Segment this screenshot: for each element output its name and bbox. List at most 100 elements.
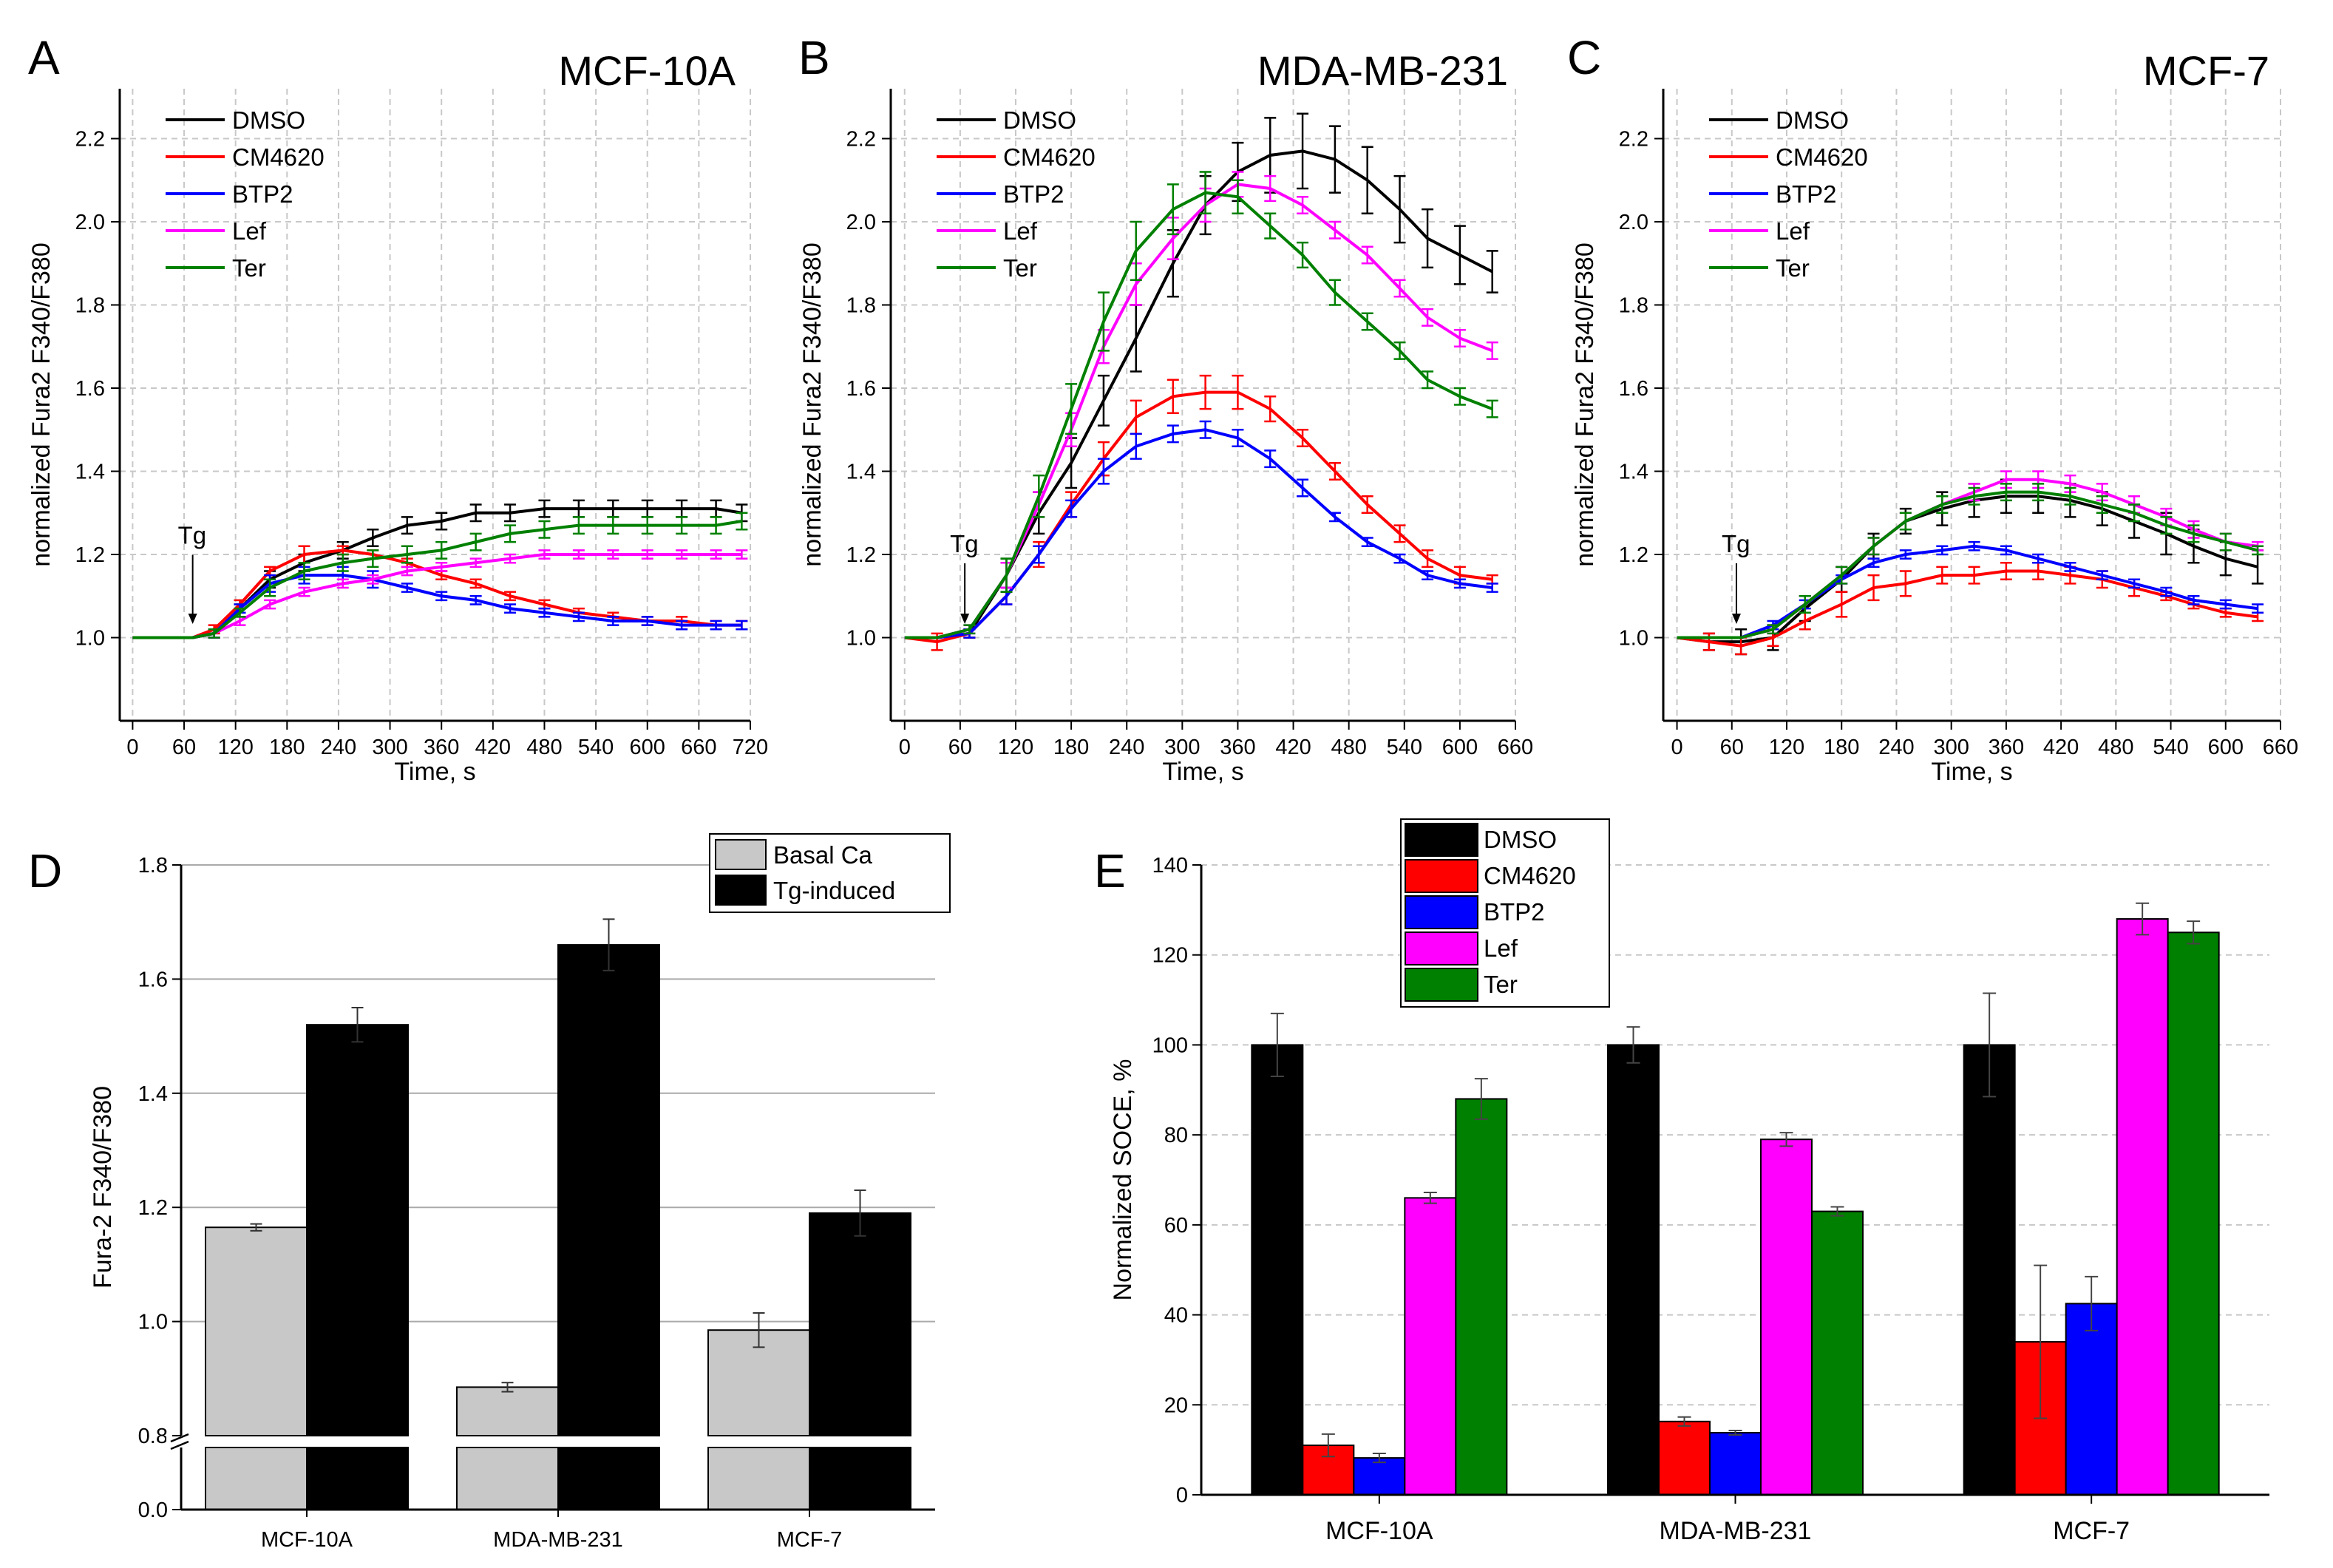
x-tick-label: 60	[1720, 736, 1744, 759]
bar	[1404, 1197, 1457, 1496]
legend-label: Ter	[1484, 971, 1518, 998]
series-Ter	[132, 512, 748, 639]
panel-title: MCF-7	[2143, 47, 2269, 94]
y-tick-label: 100	[1152, 1034, 1188, 1057]
bar-lower	[557, 1447, 660, 1510]
legend-label: DMSO	[1776, 106, 1849, 134]
y-tick-label: 80	[1164, 1124, 1188, 1147]
y-tick-label: 1.4	[846, 461, 876, 484]
legend-swatch	[1405, 968, 1478, 1002]
bar	[1353, 1457, 1406, 1496]
x-tick-label: 660	[2263, 736, 2298, 759]
x-tick-label: MDA-MB-231	[493, 1528, 623, 1552]
legend-swatch	[1405, 859, 1478, 893]
x-tick-label: 420	[475, 736, 511, 759]
x-tick-label: 480	[2098, 736, 2133, 759]
x-tick-label: 120	[998, 736, 1033, 759]
legend-swatch	[715, 875, 767, 906]
y-tick-label: 1.0	[846, 627, 876, 651]
panel-letter: B	[798, 31, 830, 84]
y-axis-label: normalized Fura2 F340/F380	[1571, 242, 1599, 566]
legend-label: Lef	[232, 217, 267, 245]
y-tick-label: 1.6	[846, 377, 876, 401]
bar	[557, 944, 660, 1436]
legend-label: DMSO	[1484, 826, 1557, 853]
y-tick-label: 1.8	[1619, 294, 1648, 318]
x-tick-label: 420	[2043, 736, 2079, 759]
x-tick-label: 300	[1933, 736, 1969, 759]
x-tick-label: 0	[1671, 736, 1682, 759]
bar	[1455, 1098, 1508, 1496]
bar-lower	[205, 1447, 308, 1510]
y-tick-label: 0.8	[138, 1425, 168, 1448]
x-tick-label: 660	[681, 736, 716, 759]
legend-swatch	[1405, 895, 1478, 929]
bar	[1251, 1044, 1304, 1496]
y-tick-label: 1.2	[1619, 543, 1648, 567]
annotation-label: Tg	[178, 522, 207, 549]
legend-label: BTP2	[1003, 180, 1064, 208]
y-tick-label: 120	[1152, 944, 1188, 968]
y-axis-label: normalized Fura2 F340/F380	[798, 242, 826, 566]
x-tick-label: 600	[630, 736, 665, 759]
legend-label: Lef	[1003, 217, 1038, 245]
legend-swatch	[1405, 931, 1478, 965]
x-tick-label: 0	[126, 736, 138, 759]
bar-lower	[306, 1447, 409, 1510]
legend-label: Lef	[1776, 217, 1810, 245]
series-Ter	[1677, 483, 2264, 639]
panel-title: MDA-MB-231	[1257, 47, 1508, 94]
x-tick-label: 360	[424, 736, 459, 759]
panel-A: 0 60 120 180 240 300 360 420 480 540 600 660 720 1.0 1…	[27, 31, 768, 786]
panel-D: 0.8 1.0 1.2 1.4 1.6 1.8 0.0 MCF-10A MDA-MB-231 MC…	[28, 833, 951, 1552]
legend-label: CM4620	[1003, 143, 1096, 171]
x-tick-label: 240	[321, 736, 356, 759]
legend-label: BTP2	[232, 180, 293, 208]
x-tick-label: 360	[1989, 736, 2024, 759]
y-tick-label: 1.4	[138, 1082, 168, 1106]
x-tick-label: 540	[1387, 736, 1422, 759]
panel-letter: D	[28, 844, 62, 897]
legend-label: BTP2	[1776, 180, 1837, 208]
x-axis-label: Time, s	[1931, 758, 2012, 786]
panel-letter: E	[1094, 844, 1126, 897]
x-axis-label: Time, s	[394, 758, 475, 786]
legend-label: Tg-induced	[773, 877, 895, 904]
y-tick-label: 1.2	[75, 543, 105, 567]
y-tick-label: 1.6	[1619, 377, 1648, 401]
y-tick-label: 20	[1164, 1394, 1188, 1417]
x-tick-label: MDA-MB-231	[1660, 1517, 1812, 1545]
y-tick-label: 60	[1164, 1214, 1188, 1238]
x-tick-label: MCF-7	[777, 1528, 843, 1552]
legend-label: CM4620	[1484, 862, 1576, 889]
y-tick-label: 1.0	[75, 627, 105, 651]
x-tick-label: 660	[1498, 736, 1533, 759]
bar	[2167, 931, 2220, 1496]
x-tick-label: 480	[526, 736, 562, 759]
y-tick-label: 1.8	[75, 294, 105, 318]
y-tick-label: 1.8	[846, 294, 876, 318]
y-tick-label: 40	[1164, 1304, 1188, 1328]
x-tick-label: 180	[1824, 736, 1859, 759]
series-Lef	[904, 171, 1498, 639]
legend-label: BTP2	[1484, 898, 1545, 926]
y-tick-label: 0	[1176, 1484, 1188, 1507]
x-tick-label: 120	[217, 736, 253, 759]
panel-title: MCF-10A	[558, 47, 736, 94]
annotation-label: Tg	[950, 530, 979, 557]
x-tick-label: 300	[1164, 736, 1200, 759]
legend-label: DMSO	[1003, 106, 1076, 134]
x-tick-label: MCF-10A	[1325, 1517, 1433, 1545]
y-tick-label: 1.4	[1619, 461, 1648, 484]
bar	[1963, 1044, 2016, 1496]
axis-break-mark	[170, 1440, 189, 1450]
bar	[456, 1386, 559, 1437]
legend-label: CM4620	[232, 143, 325, 171]
x-tick-label: MCF-7	[2053, 1517, 2130, 1545]
bar	[1760, 1138, 1813, 1496]
series-CM4620	[1677, 562, 2264, 656]
x-tick-label: 240	[1109, 736, 1144, 759]
y-tick-label: 1.6	[75, 377, 105, 401]
legend-label: Ter	[1003, 254, 1037, 282]
legend-label: DMSO	[232, 106, 305, 134]
